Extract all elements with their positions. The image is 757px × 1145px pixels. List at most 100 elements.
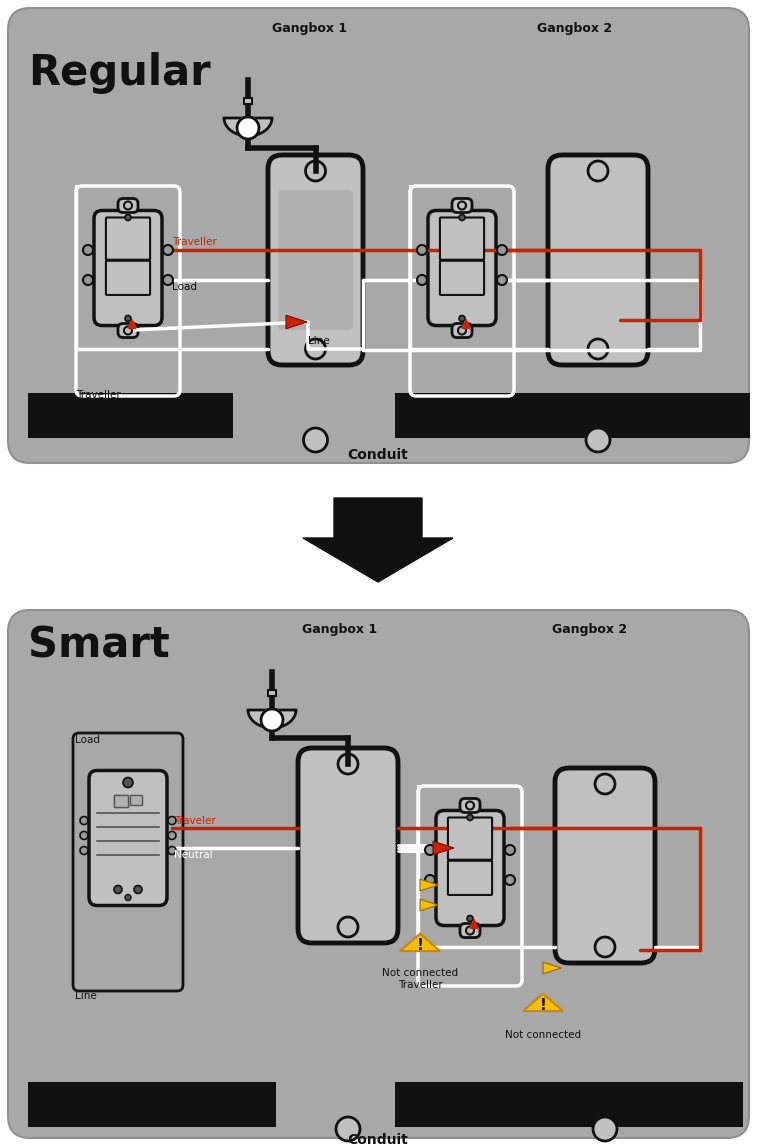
Bar [268, 690, 276, 696]
FancyBboxPatch shape [94, 211, 162, 325]
FancyBboxPatch shape [89, 771, 167, 906]
FancyBboxPatch shape [106, 261, 150, 295]
Polygon shape [543, 962, 561, 974]
Circle shape [168, 816, 176, 824]
Circle shape [124, 202, 132, 210]
Circle shape [163, 245, 173, 255]
Bar [395, 1082, 743, 1127]
FancyBboxPatch shape [440, 218, 484, 260]
Text: Neutral: Neutral [174, 850, 213, 860]
Circle shape [338, 755, 358, 774]
Text: Load: Load [172, 282, 197, 292]
Text: Traveler: Traveler [174, 816, 216, 826]
FancyBboxPatch shape [460, 924, 480, 938]
Text: Gangbox 2: Gangbox 2 [553, 623, 628, 635]
Bar [114, 795, 128, 806]
Text: !: ! [540, 998, 547, 1013]
Circle shape [304, 428, 328, 452]
FancyBboxPatch shape [8, 8, 749, 463]
Circle shape [459, 316, 465, 322]
Polygon shape [470, 919, 478, 929]
FancyBboxPatch shape [298, 748, 398, 943]
Text: Not connected
Traveller: Not connected Traveller [382, 968, 458, 989]
Circle shape [80, 816, 88, 824]
Circle shape [261, 709, 283, 731]
FancyBboxPatch shape [452, 324, 472, 338]
Circle shape [83, 245, 93, 255]
Text: Regular: Regular [28, 52, 210, 94]
Text: Line: Line [75, 992, 97, 1001]
Polygon shape [433, 842, 454, 855]
Circle shape [497, 245, 507, 255]
Circle shape [586, 428, 610, 452]
Circle shape [505, 875, 515, 885]
Circle shape [80, 831, 88, 839]
Circle shape [425, 875, 435, 885]
Text: Traveller: Traveller [172, 237, 217, 247]
Bar [114, 795, 128, 806]
Circle shape [338, 917, 358, 937]
Text: !: ! [416, 939, 423, 954]
Circle shape [588, 161, 608, 181]
Circle shape [163, 275, 173, 285]
FancyBboxPatch shape [452, 198, 472, 213]
FancyBboxPatch shape [448, 861, 492, 895]
Circle shape [125, 894, 131, 900]
FancyBboxPatch shape [555, 768, 655, 963]
Text: Gangbox 1: Gangbox 1 [303, 623, 378, 635]
Text: Conduit: Conduit [347, 1134, 408, 1145]
Polygon shape [286, 315, 307, 329]
Circle shape [168, 831, 176, 839]
Polygon shape [420, 899, 438, 911]
FancyBboxPatch shape [8, 610, 749, 1138]
Circle shape [593, 1118, 617, 1142]
Circle shape [80, 846, 88, 854]
Text: Gangbox 1: Gangbox 1 [273, 22, 347, 35]
Circle shape [124, 326, 132, 334]
Circle shape [306, 161, 326, 181]
Circle shape [466, 926, 474, 934]
FancyBboxPatch shape [436, 811, 504, 925]
Circle shape [595, 774, 615, 793]
Bar [28, 1082, 276, 1127]
Circle shape [467, 814, 473, 821]
Circle shape [588, 339, 608, 360]
FancyBboxPatch shape [428, 211, 496, 325]
Text: Gangbox 2: Gangbox 2 [537, 22, 612, 35]
Text: Line: Line [308, 335, 330, 346]
Polygon shape [128, 319, 136, 329]
Text: Conduit: Conduit [347, 448, 408, 461]
Text: Traveller: Traveller [76, 390, 121, 400]
Circle shape [125, 214, 131, 221]
Circle shape [237, 117, 259, 139]
Text: From breaker box: From breaker box [28, 1090, 152, 1103]
Text: From breaker box: From breaker box [28, 405, 152, 418]
FancyBboxPatch shape [268, 155, 363, 365]
Circle shape [417, 245, 427, 255]
FancyBboxPatch shape [106, 218, 150, 260]
Polygon shape [224, 118, 272, 136]
Circle shape [306, 339, 326, 360]
FancyBboxPatch shape [440, 261, 484, 295]
Circle shape [459, 214, 465, 221]
Bar [395, 393, 750, 439]
Circle shape [425, 845, 435, 855]
Text: Smart: Smart [28, 625, 170, 668]
Circle shape [83, 275, 93, 285]
FancyBboxPatch shape [118, 324, 138, 338]
Circle shape [458, 202, 466, 210]
Bar [130, 795, 142, 805]
Bar [244, 98, 252, 104]
Polygon shape [303, 498, 453, 582]
Circle shape [168, 846, 176, 854]
Circle shape [417, 275, 427, 285]
Polygon shape [462, 319, 470, 329]
Circle shape [114, 885, 122, 893]
Circle shape [125, 316, 131, 322]
FancyBboxPatch shape [460, 798, 480, 813]
Text: Load: Load [75, 735, 100, 745]
Circle shape [458, 326, 466, 334]
Polygon shape [248, 710, 296, 728]
Circle shape [123, 777, 133, 788]
FancyBboxPatch shape [278, 190, 353, 330]
